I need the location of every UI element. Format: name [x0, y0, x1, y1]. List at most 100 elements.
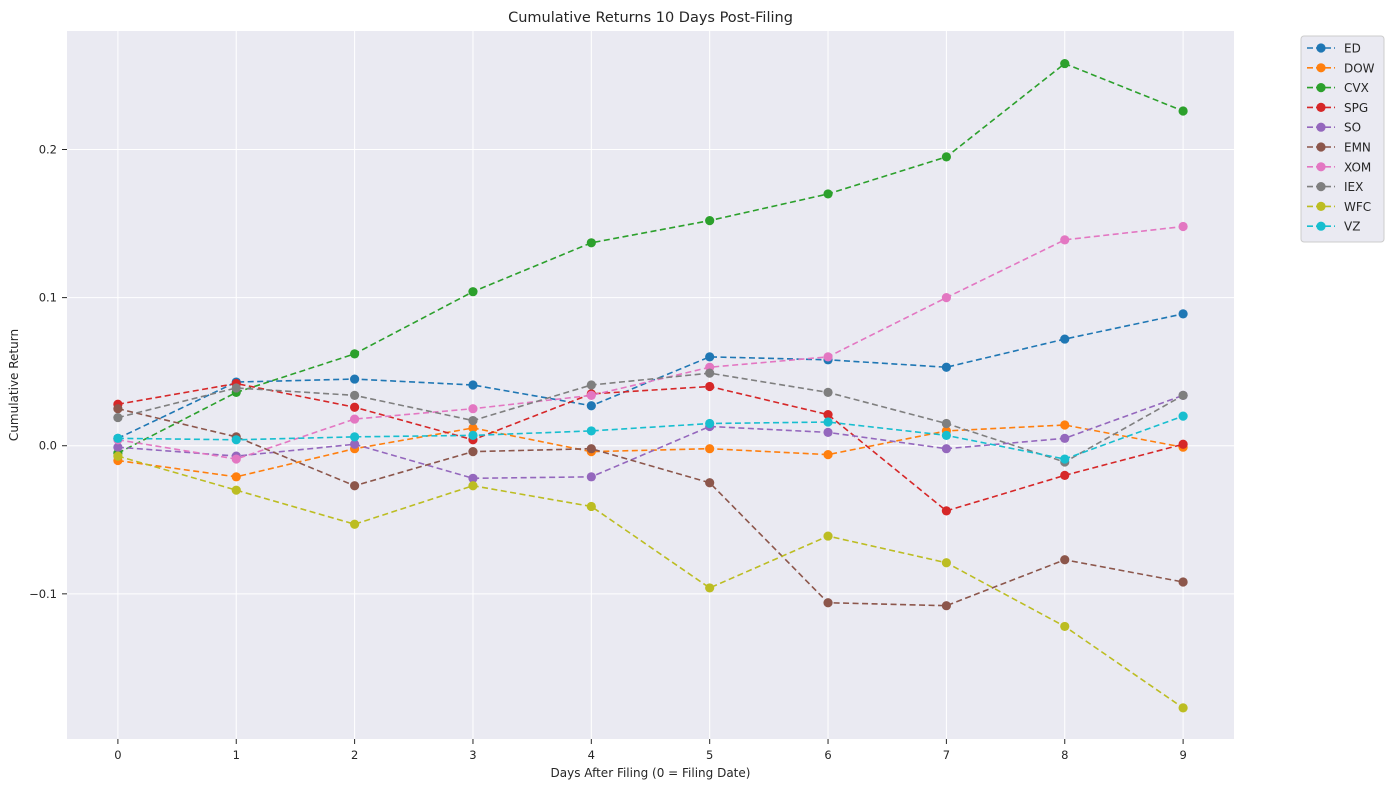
- legend-marker: [1316, 182, 1326, 192]
- data-point: [1178, 411, 1188, 421]
- series-layer: [113, 58, 1188, 713]
- data-point: [1178, 309, 1188, 319]
- data-point: [705, 215, 715, 226]
- legend-label: VZ: [1344, 220, 1360, 234]
- series-iex: [113, 368, 1188, 467]
- x-tick-label: 2: [351, 748, 358, 762]
- data-point: [113, 412, 123, 423]
- data-point: [350, 414, 360, 424]
- legend-label: DOW: [1344, 61, 1375, 75]
- data-point: [350, 390, 360, 400]
- data-point: [586, 238, 596, 248]
- legend-label: CVX: [1344, 81, 1369, 95]
- data-point: [1178, 106, 1188, 116]
- legend-item-dow: DOW: [1307, 61, 1375, 75]
- legend-marker: [1316, 102, 1326, 112]
- legend-label: EMN: [1344, 141, 1371, 155]
- data-point: [113, 442, 123, 452]
- chart-title: Cumulative Returns 10 Days Post-Filing: [508, 10, 793, 26]
- data-point: [1178, 439, 1188, 449]
- data-point: [1060, 420, 1070, 430]
- x-tick-label: 7: [943, 748, 950, 762]
- series-wfc: [113, 451, 1188, 713]
- data-point: [705, 368, 715, 378]
- x-tick-label: 6: [824, 748, 831, 762]
- data-point: [231, 485, 241, 495]
- legend-marker: [1316, 142, 1326, 152]
- x-tick-label: 8: [1061, 748, 1068, 762]
- data-point: [1178, 390, 1188, 400]
- series-line: [117, 424, 1184, 478]
- legend-item-spg: SPG: [1307, 101, 1368, 115]
- data-point: [705, 478, 715, 488]
- data-point: [941, 418, 951, 429]
- data-point: [231, 472, 241, 482]
- data-point: [231, 383, 241, 393]
- legend-label: IEX: [1344, 180, 1363, 194]
- data-point: [586, 472, 596, 482]
- legend-item-xom: XOM: [1307, 160, 1371, 174]
- data-point: [468, 430, 478, 440]
- axes: 0 1 2 3 4 5 6 7 8 9 −0.1 0.0 0.1 0.2: [29, 142, 1187, 762]
- legend-marker: [1316, 221, 1326, 231]
- data-point: [705, 381, 715, 392]
- x-tick-label: 0: [114, 748, 121, 762]
- series-line: [117, 407, 1184, 607]
- legend-item-iex: IEX: [1307, 180, 1363, 194]
- legend-label: SO: [1344, 121, 1361, 135]
- data-point: [586, 390, 596, 400]
- data-point: [1060, 470, 1070, 480]
- data-point: [1060, 334, 1070, 344]
- data-point: [1060, 433, 1070, 443]
- x-axis-label: Days After Filing (0 = Filing Date): [551, 766, 751, 780]
- series-line: [117, 382, 1184, 512]
- y-tick-label: 0.1: [39, 291, 57, 305]
- series-line: [117, 415, 1184, 460]
- legend-label: WFC: [1344, 200, 1371, 214]
- legend-item-emn: EMN: [1307, 141, 1371, 155]
- data-point: [941, 558, 951, 568]
- data-point: [1060, 555, 1070, 565]
- data-point: [823, 531, 833, 541]
- data-point: [586, 501, 596, 512]
- series-line: [117, 62, 1184, 454]
- data-point: [586, 401, 596, 411]
- series-cvx: [113, 58, 1188, 458]
- data-point: [586, 444, 596, 454]
- data-point: [941, 430, 951, 440]
- data-point: [823, 417, 833, 427]
- data-point: [823, 387, 833, 398]
- data-point: [823, 427, 833, 437]
- data-point: [823, 450, 833, 460]
- legend-marker: [1316, 83, 1326, 93]
- data-point: [468, 415, 478, 426]
- series-line: [117, 455, 1184, 709]
- y-tick-label: 0.2: [39, 142, 57, 156]
- data-point: [705, 418, 715, 429]
- series-line: [117, 372, 1184, 463]
- legend-marker: [1316, 162, 1326, 172]
- data-point: [113, 451, 123, 461]
- data-point: [350, 374, 360, 384]
- data-point: [113, 433, 123, 443]
- data-point: [350, 439, 360, 449]
- data-point: [468, 473, 478, 483]
- data-point: [468, 481, 478, 491]
- y-axis-label: Cumulative Return: [7, 329, 21, 441]
- legend-marker: [1316, 63, 1326, 73]
- legend-marker: [1316, 43, 1326, 53]
- series-line: [117, 225, 1184, 460]
- y-tick-label: 0.0: [39, 439, 57, 453]
- legend-marker: [1316, 201, 1326, 211]
- data-point: [705, 352, 715, 362]
- data-point: [113, 404, 123, 414]
- data-point: [941, 506, 951, 516]
- legend-item-vz: VZ: [1307, 220, 1360, 234]
- legend-item-ed: ED: [1307, 42, 1361, 56]
- data-point: [705, 444, 715, 454]
- data-point: [1178, 577, 1188, 587]
- data-point: [1178, 221, 1188, 232]
- legend-label: SPG: [1344, 101, 1368, 115]
